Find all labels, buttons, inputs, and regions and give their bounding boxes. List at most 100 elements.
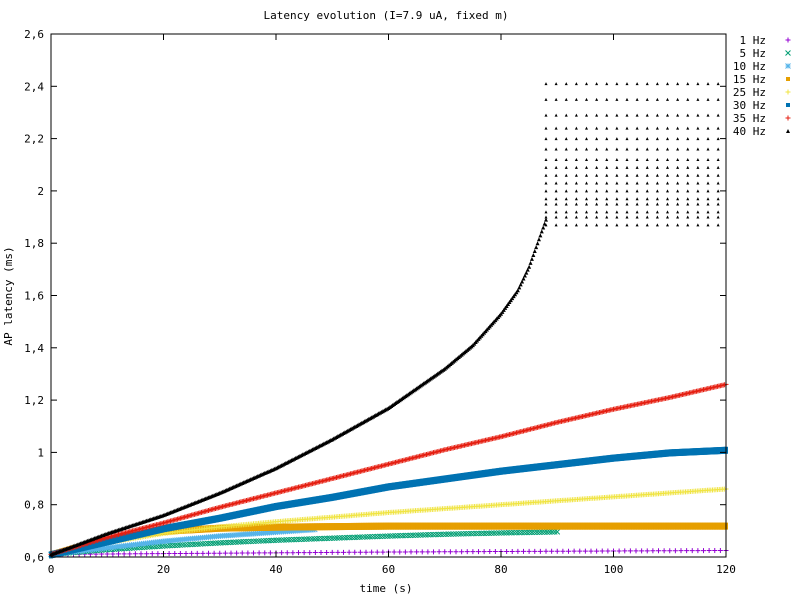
series-15-hz	[49, 522, 728, 559]
y-tick-label: 0,6	[24, 551, 44, 564]
data-point	[689, 548, 695, 554]
data-point	[696, 137, 700, 141]
data-point	[655, 113, 659, 117]
data-point	[595, 210, 599, 214]
data-point	[544, 197, 548, 201]
data-point	[585, 147, 588, 151]
y-axis-label: AP latency (ms)	[2, 246, 15, 345]
data-point	[676, 137, 680, 141]
data-point	[349, 534, 356, 541]
data-point	[410, 532, 416, 539]
data-point	[716, 215, 720, 219]
data-point	[716, 126, 720, 130]
data-point	[696, 82, 700, 86]
data-point	[655, 202, 659, 206]
data-point	[595, 165, 599, 169]
data-point	[357, 549, 363, 555]
data-point	[785, 50, 791, 56]
data-point	[155, 551, 161, 557]
data-point	[686, 197, 690, 201]
data-point	[716, 223, 720, 227]
data-point	[712, 548, 718, 554]
data-point	[480, 530, 487, 537]
data-point	[324, 535, 330, 542]
data-point	[372, 533, 378, 540]
data-point	[554, 181, 558, 185]
data-point	[686, 97, 690, 101]
data-point	[528, 260, 533, 265]
data-point	[635, 215, 639, 219]
data-point	[554, 165, 558, 169]
data-point	[554, 137, 558, 141]
data-point	[544, 82, 548, 86]
legend-label: 10 Hz	[733, 60, 766, 73]
data-point	[313, 535, 320, 542]
data-point	[504, 548, 510, 554]
data-point	[346, 534, 353, 541]
data-point	[251, 550, 256, 556]
data-point	[336, 535, 343, 541]
data-point	[564, 126, 568, 130]
data-point	[273, 537, 280, 544]
data-point	[706, 215, 710, 219]
data-point	[183, 550, 189, 556]
data-point	[605, 548, 611, 554]
legend-label: 40 Hz	[733, 125, 766, 138]
data-point	[539, 529, 545, 536]
y-tick-label: 2,6	[24, 28, 44, 41]
data-point	[716, 113, 720, 117]
legend-label: 30 Hz	[733, 99, 766, 112]
data-point	[537, 548, 543, 554]
data-point	[222, 550, 228, 556]
data-point	[676, 147, 680, 151]
data-point	[520, 279, 525, 284]
data-point	[296, 536, 302, 543]
data-point	[420, 532, 426, 538]
data-point	[331, 535, 338, 541]
data-point	[672, 548, 678, 554]
data-point	[655, 173, 659, 177]
data-point	[625, 165, 629, 169]
data-point	[635, 158, 639, 162]
data-point	[442, 549, 448, 555]
data-point	[544, 137, 548, 141]
data-point	[450, 531, 457, 537]
data-point	[564, 165, 568, 169]
data-point	[655, 210, 659, 214]
data-point	[605, 210, 609, 214]
data-point	[645, 189, 649, 193]
data-point	[595, 137, 599, 141]
data-point	[427, 531, 434, 538]
data-point	[635, 137, 639, 141]
data-point	[318, 550, 324, 556]
data-point	[645, 215, 649, 219]
data-point	[716, 210, 720, 214]
data-point	[564, 197, 568, 201]
data-point	[706, 82, 710, 86]
series-35-hz	[48, 381, 729, 557]
data-point	[306, 536, 313, 542]
data-point	[574, 126, 578, 130]
data-point	[564, 137, 568, 141]
data-point	[356, 534, 363, 541]
data-point	[554, 97, 558, 101]
data-point	[369, 533, 376, 540]
data-point	[716, 181, 720, 185]
data-point	[706, 97, 710, 101]
data-point	[267, 550, 273, 556]
data-point	[483, 530, 490, 537]
data-point	[475, 530, 482, 537]
data-point	[516, 529, 523, 536]
data-point	[574, 189, 578, 193]
data-point	[595, 189, 599, 193]
legend-label: 5 Hz	[740, 47, 767, 60]
data-point	[645, 173, 649, 177]
data-point	[303, 536, 310, 542]
data-point	[503, 529, 510, 536]
data-point	[544, 173, 548, 177]
data-point	[116, 551, 121, 557]
data-point	[706, 165, 710, 169]
data-point	[585, 197, 588, 201]
data-point	[374, 533, 381, 540]
data-point	[311, 535, 318, 542]
